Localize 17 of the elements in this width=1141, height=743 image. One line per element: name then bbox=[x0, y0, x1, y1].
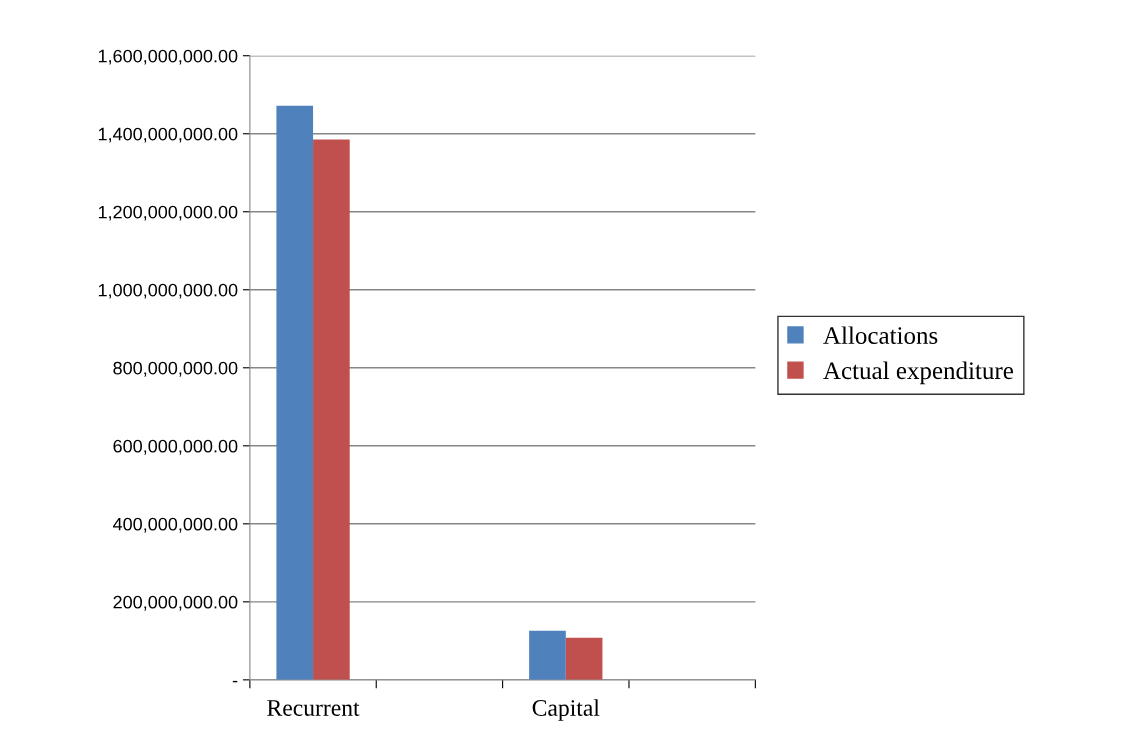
bar bbox=[276, 105, 314, 680]
y-tick-label: 600,000,000.00 bbox=[113, 439, 238, 455]
y-tick-label: 800,000,000.00 bbox=[113, 361, 238, 377]
bar bbox=[565, 637, 603, 680]
y-tick-label: 1,200,000,000.00 bbox=[98, 205, 238, 221]
legend-label: Actual expenditure bbox=[823, 361, 1013, 385]
x-tick-label: Recurrent bbox=[267, 700, 360, 716]
bar bbox=[313, 139, 350, 680]
y-tick-label: 200,000,000.00 bbox=[113, 595, 238, 611]
y-tick-label: 1,000,000,000.00 bbox=[98, 283, 238, 299]
legend-label: Allocations bbox=[823, 326, 938, 344]
y-tick-label: - bbox=[232, 680, 238, 683]
y-tick-label: 1,600,000,000.00 bbox=[98, 49, 238, 65]
y-tick-label: 1,400,000,000.00 bbox=[98, 127, 238, 143]
bar bbox=[529, 630, 566, 680]
y-tick-label: 400,000,000.00 bbox=[112, 517, 238, 533]
x-tick-label: Capital bbox=[532, 699, 600, 721]
